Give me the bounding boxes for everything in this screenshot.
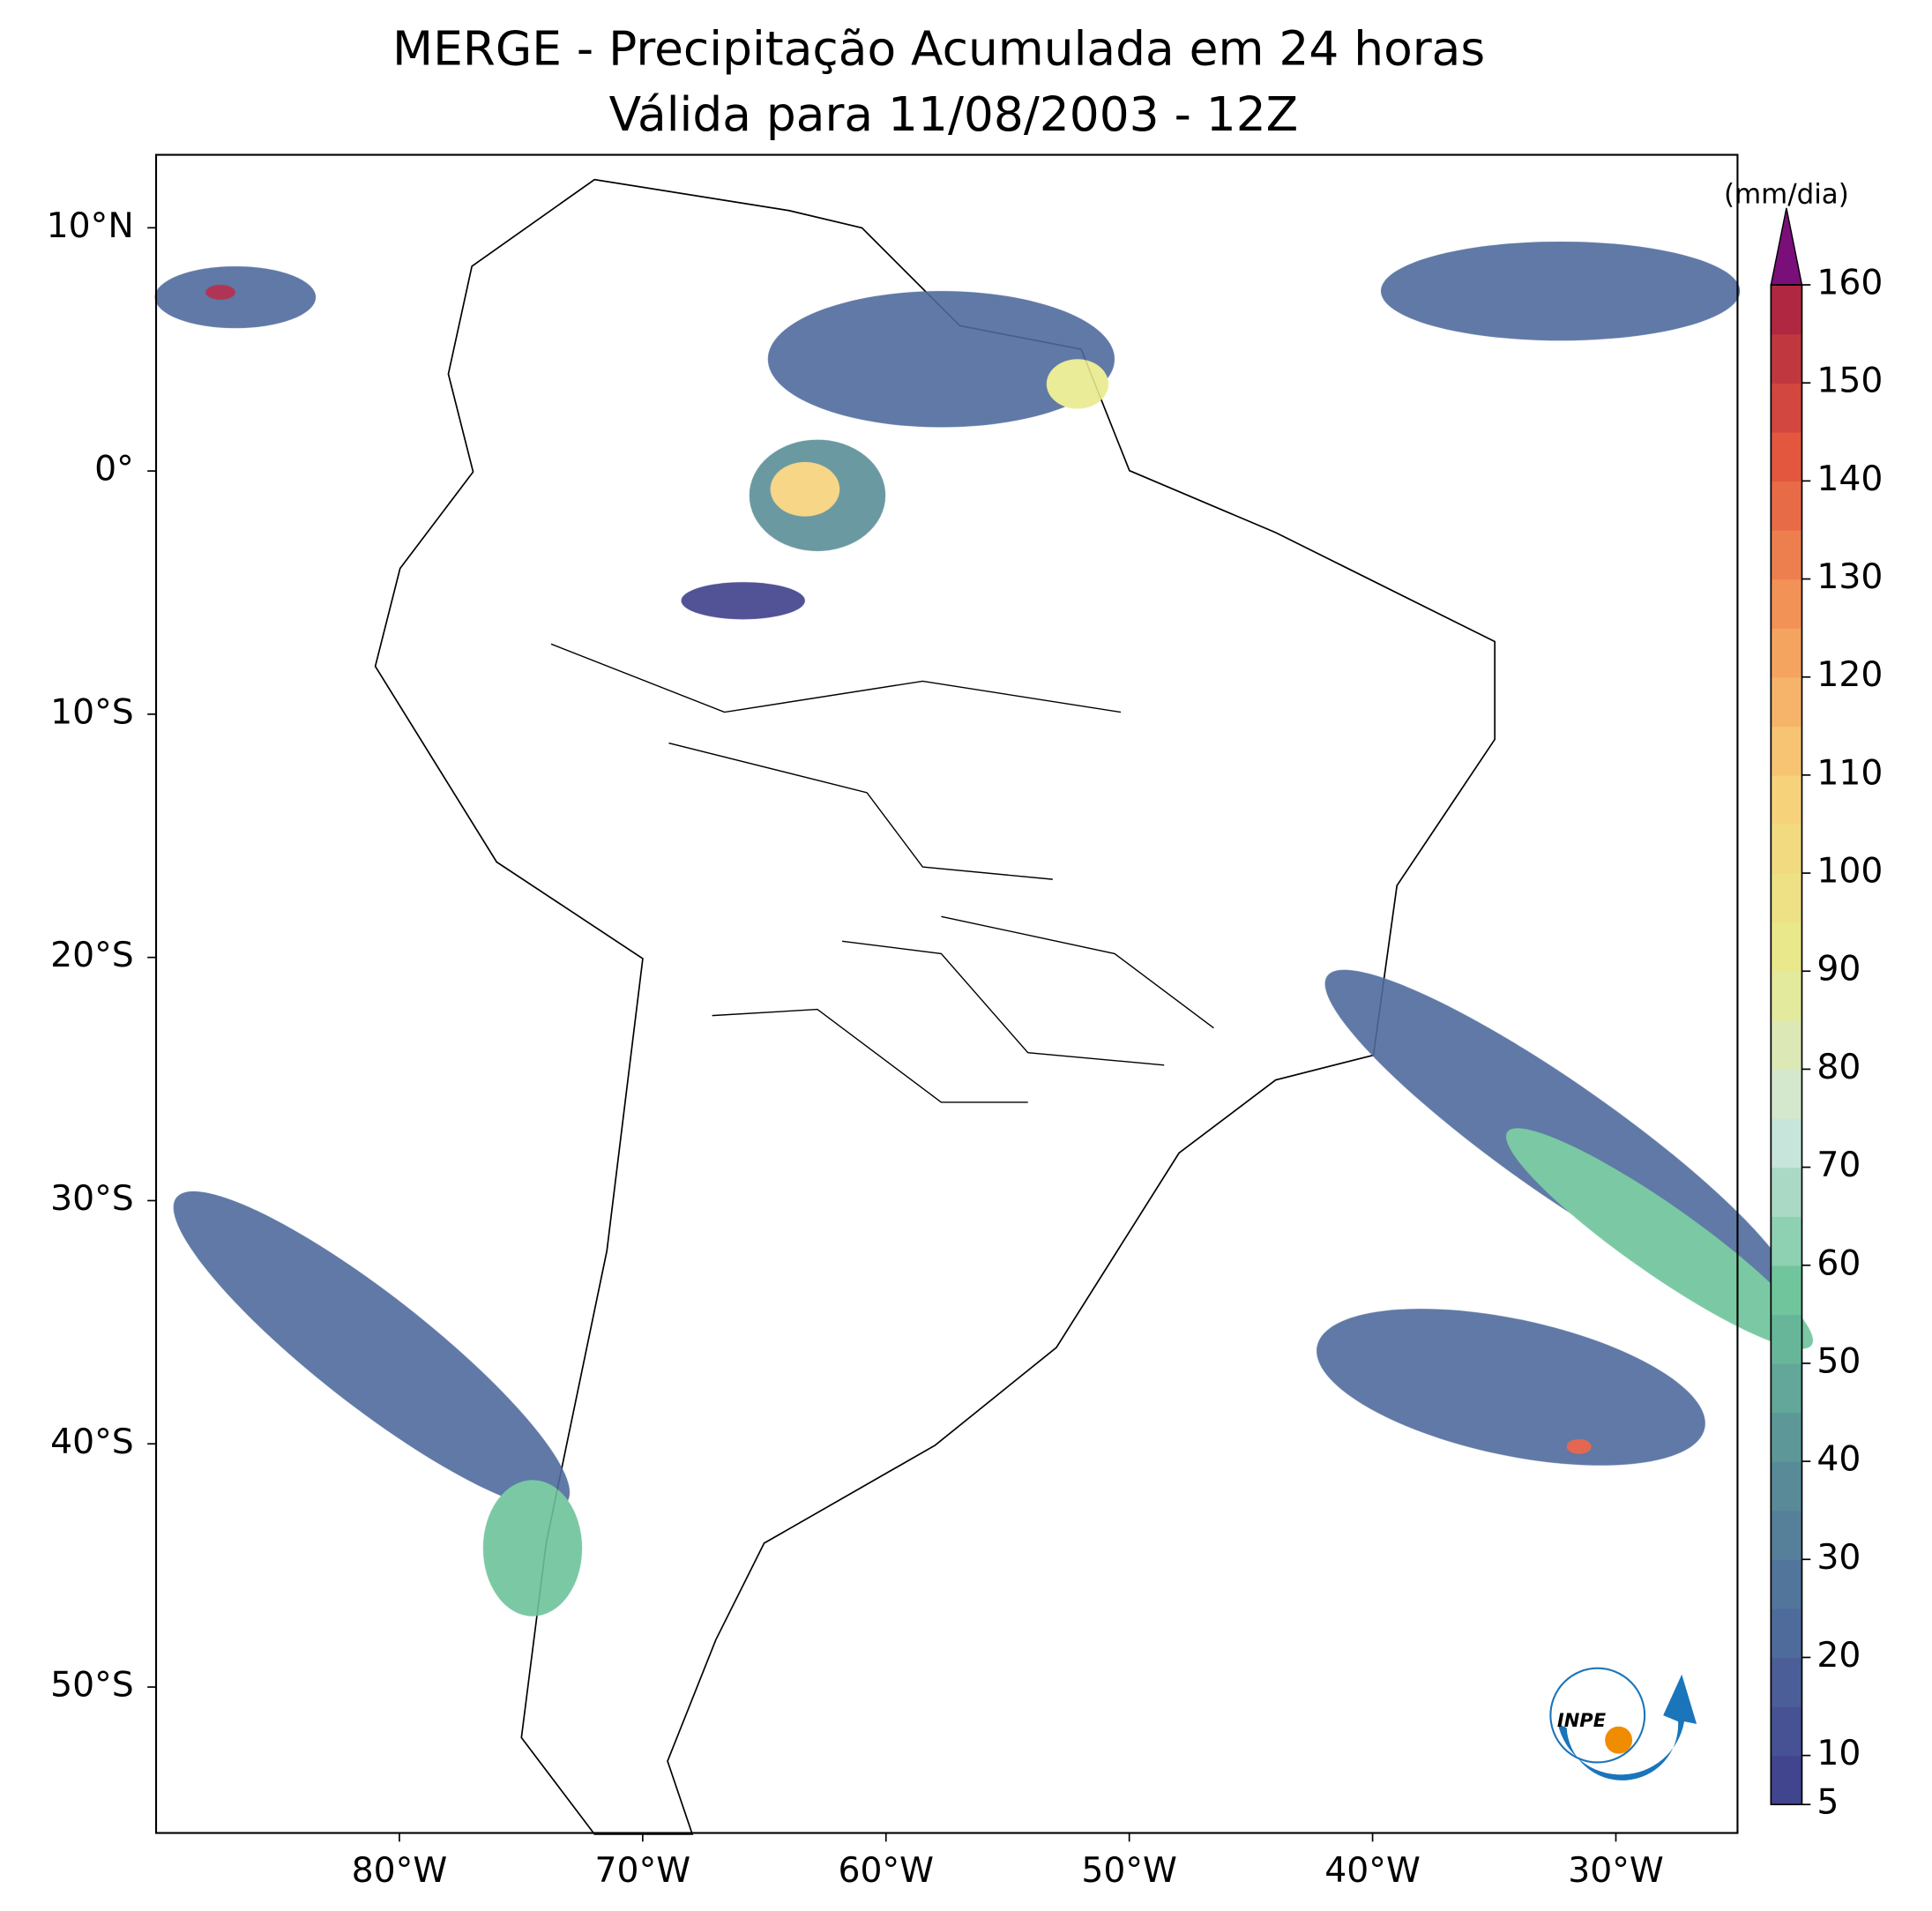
colorbar-band bbox=[1771, 1069, 1802, 1119]
colorbar-band bbox=[1771, 1019, 1802, 1071]
colorbar-band bbox=[1771, 333, 1802, 384]
map bbox=[154, 153, 1813, 1835]
logo-arc bbox=[1557, 1674, 1697, 1780]
colorbar-band bbox=[1771, 285, 1802, 335]
colorbar-tick-label: 120 bbox=[1816, 655, 1883, 695]
x-tick-label: 30°W bbox=[1568, 1851, 1664, 1891]
x-tick-label: 70°W bbox=[595, 1851, 691, 1891]
y-tick-label: 0° bbox=[94, 450, 134, 489]
colorbar-band bbox=[1771, 774, 1802, 825]
colorbar-band bbox=[1771, 579, 1802, 629]
colorbar-band bbox=[1771, 971, 1802, 1021]
colorbar-band bbox=[1771, 922, 1802, 972]
colorbar-band bbox=[1771, 481, 1802, 531]
map-frame bbox=[154, 153, 1739, 1834]
colorbar-tick-label: 150 bbox=[1816, 362, 1883, 401]
logo-sun bbox=[1605, 1726, 1633, 1754]
colorbar-band bbox=[1771, 824, 1802, 874]
y-tick-label: 50°S bbox=[50, 1666, 134, 1706]
colorbar-band bbox=[1771, 1755, 1802, 1805]
colorbar-tick-label: 60 bbox=[1816, 1243, 1861, 1283]
colorbar-tick-label: 110 bbox=[1816, 753, 1883, 793]
logo: INPE bbox=[1549, 1667, 1697, 1780]
colorbar-band bbox=[1771, 1510, 1802, 1560]
colorbar-band bbox=[1771, 726, 1802, 776]
colorbar-band bbox=[1771, 1117, 1802, 1168]
colorbar-tick-label: 130 bbox=[1816, 557, 1883, 597]
x-tick-label: 50°W bbox=[1081, 1851, 1177, 1891]
subtitle: Válida para 11/08/2003 - 12Z bbox=[609, 86, 1299, 142]
colorbar-tick-label: 30 bbox=[1816, 1538, 1861, 1578]
colorbar-band bbox=[1771, 383, 1802, 433]
colorbar-band bbox=[1771, 529, 1802, 580]
colorbar-band bbox=[1771, 1314, 1802, 1364]
colorbar-band bbox=[1771, 1461, 1802, 1512]
colorbar-tick-label: 40 bbox=[1816, 1440, 1861, 1480]
x-tick-label: 80°W bbox=[352, 1851, 448, 1891]
colorbar-band bbox=[1771, 1167, 1802, 1217]
colorbar-band bbox=[1771, 676, 1802, 728]
colorbar-tick-label: 140 bbox=[1816, 459, 1883, 499]
colorbar-tick-label: 20 bbox=[1816, 1636, 1861, 1676]
colorbar-tick-label: 5 bbox=[1816, 1783, 1839, 1823]
colorbar-frame bbox=[1770, 284, 1803, 1806]
y-tick-label: 30°S bbox=[50, 1179, 134, 1219]
colorbar-band bbox=[1771, 1657, 1802, 1707]
logo-text: INPE bbox=[1557, 1709, 1607, 1731]
colorbar-tick-label: 50 bbox=[1816, 1341, 1861, 1381]
y-tick-label: 20°S bbox=[50, 936, 134, 975]
borders bbox=[550, 643, 1214, 1103]
colorbar-tick-label: 160 bbox=[1816, 264, 1883, 303]
title: MERGE - Precipitação Acumulada em 24 hor… bbox=[392, 21, 1485, 77]
colorbar-band bbox=[1771, 431, 1802, 482]
precipitation bbox=[154, 241, 1813, 1616]
colorbar-band bbox=[1771, 628, 1802, 678]
x-tick-label: 60°W bbox=[838, 1851, 934, 1891]
x-tick-label: 40°W bbox=[1324, 1851, 1421, 1891]
y-tick-label: 40°S bbox=[50, 1422, 134, 1462]
colorbar-tick-label: 90 bbox=[1816, 950, 1861, 989]
colorbar-tick-label: 80 bbox=[1816, 1048, 1861, 1087]
colorbar-band bbox=[1771, 1362, 1802, 1414]
colorbar-label: (mm/dia) bbox=[1724, 178, 1849, 210]
colorbar-band bbox=[1771, 1706, 1802, 1757]
colorbar-band bbox=[1771, 873, 1802, 923]
colorbar-band bbox=[1771, 1559, 1802, 1609]
logo-orbit bbox=[1549, 1667, 1646, 1764]
colorbar-band bbox=[1771, 1412, 1802, 1462]
colorbar-tick-label: 10 bbox=[1816, 1734, 1861, 1773]
colorbar-band bbox=[1771, 1608, 1802, 1659]
colorbar-tick-label: 70 bbox=[1816, 1146, 1861, 1185]
colorbar-band bbox=[1771, 1265, 1802, 1316]
y-tick-label: 10°N bbox=[47, 206, 134, 246]
y-tick-label: 10°S bbox=[50, 692, 134, 732]
colorbar-tick-label: 100 bbox=[1816, 852, 1883, 892]
colorbar-band bbox=[1771, 1216, 1802, 1266]
